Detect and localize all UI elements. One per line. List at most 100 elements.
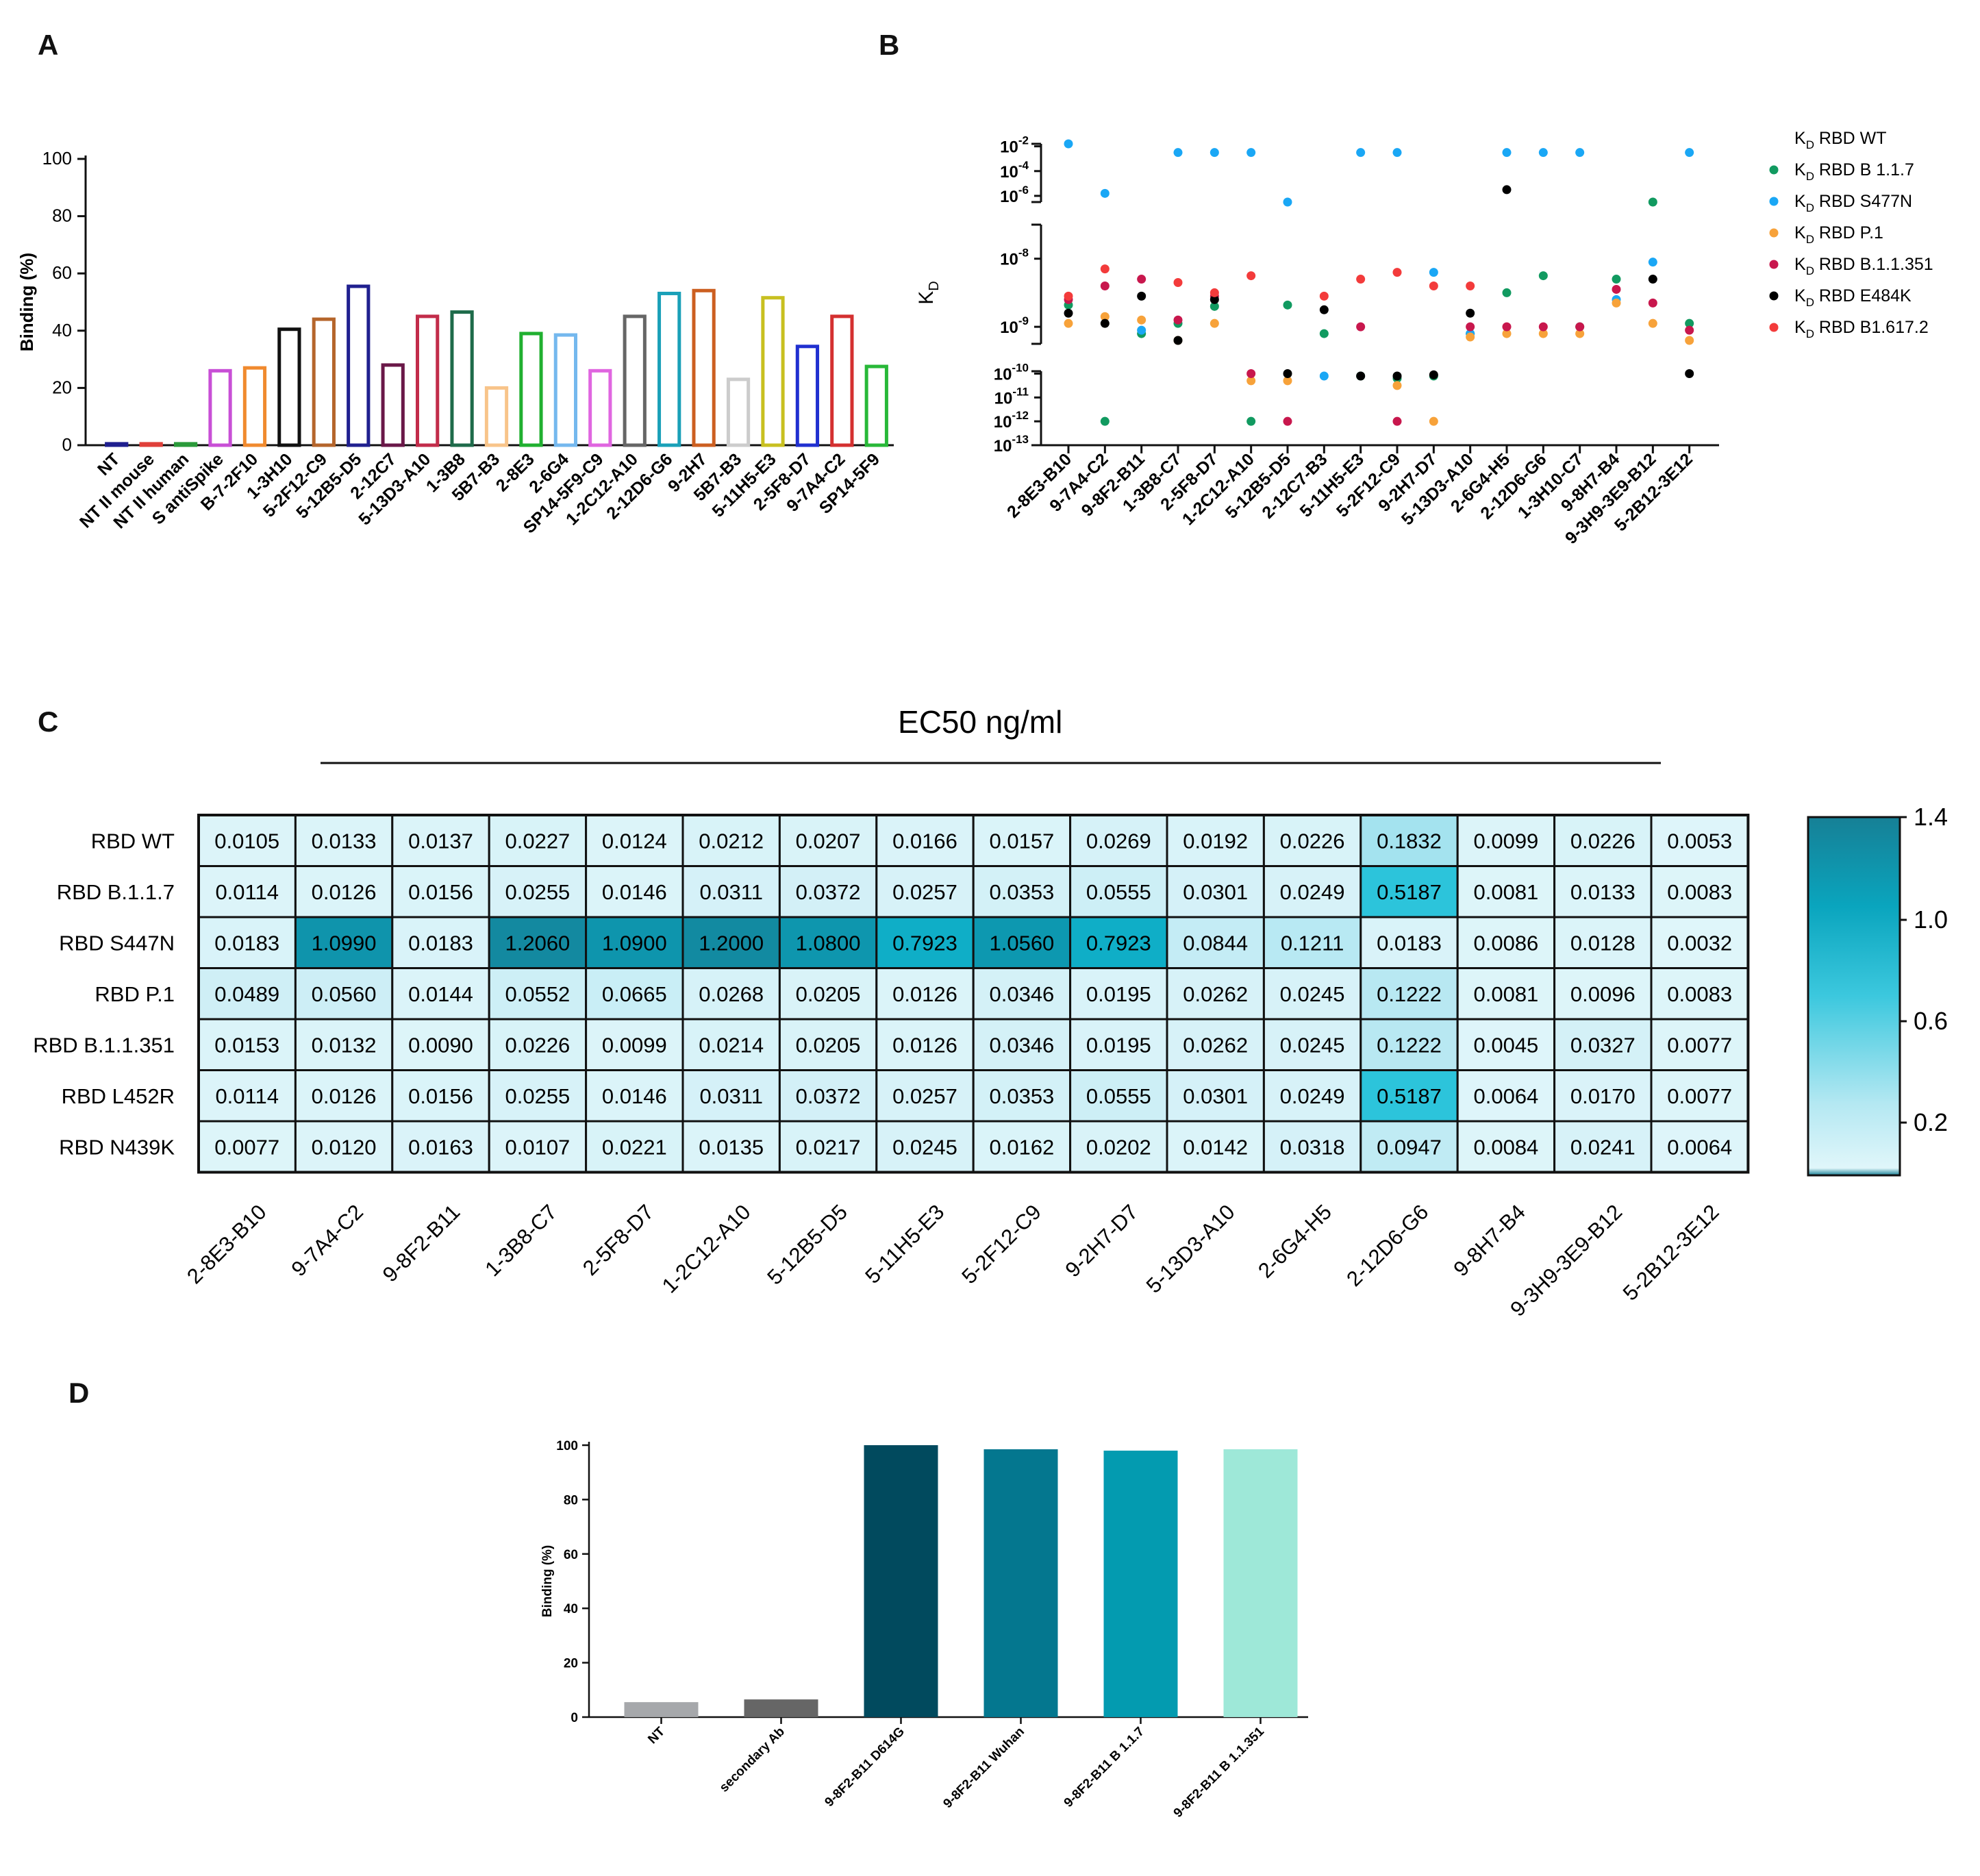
heatmap-value: 0.7923: [1086, 931, 1151, 955]
heatmap-value: 0.0555: [1086, 880, 1151, 904]
bar-1-3h10: [277, 327, 301, 447]
heatmap-value: 0.0255: [505, 1084, 570, 1108]
point-rbd-b-1-1-351-5-2b12-3e12: [1685, 325, 1694, 335]
y-tick-label: 10-12: [994, 409, 1029, 432]
x-tick-label: 9-8F2-B11 B 1.1.7: [1062, 1725, 1147, 1810]
column-label: 1-3B8-C7: [480, 1200, 562, 1281]
heatmap-value: 0.0202: [1086, 1135, 1151, 1159]
legend-marker-rbd-p-1: [1769, 228, 1779, 238]
heatmap-cell: [1262, 1120, 1362, 1173]
heatmap-cell: [197, 967, 297, 1021]
colorbar-tick-label: 0.2: [1914, 1108, 1948, 1136]
point-rbd-s477n-1-3h10-c7: [1575, 148, 1585, 158]
heatmap-cell: [778, 1120, 878, 1173]
bar-secondary-ab: [744, 1699, 818, 1717]
point-rbd-p-1-5-2b12-3e12: [1685, 336, 1694, 345]
column-label: 2-12D6-G6: [1342, 1200, 1433, 1291]
point-rbd-s477n-2-12d6-g6: [1538, 148, 1548, 158]
point-rbd-e484k-2-8e3-b10: [1064, 308, 1073, 318]
y-tick-label: 100: [556, 1439, 578, 1453]
heatmap-cell: [681, 967, 781, 1021]
y-tick-label: 40: [564, 1602, 578, 1616]
bar-9-8f2-b11-wuhan: [983, 1449, 1058, 1717]
heatmap-value: 0.0166: [892, 829, 957, 853]
bar-5-2f12-c9: [312, 317, 336, 447]
heatmap-value: 0.0086: [1473, 931, 1538, 955]
point-rbd-b-1-1-7-9-8h7-b4: [1612, 275, 1621, 284]
bar-1-2c12-a10: [623, 314, 647, 447]
point-rbd-b-1-1-7-9-7a4-c2: [1100, 416, 1110, 426]
heatmap-cell: [1262, 1018, 1362, 1071]
heatmap-value: 0.0372: [796, 1084, 861, 1108]
heatmap-value: 0.0135: [699, 1135, 764, 1159]
heatmap-value: 0.0947: [1377, 1135, 1442, 1159]
heatmap-title: EC50 ng/ml: [898, 704, 1062, 740]
heatmap-value: 0.5187: [1377, 880, 1442, 904]
y-axis-label: Binding (%): [540, 1545, 555, 1618]
heatmap-value: 0.0245: [1280, 1033, 1345, 1057]
heatmap-value: 0.0156: [408, 880, 473, 904]
point-rbd-b-1-1-351-5-13d3-a10: [1466, 322, 1475, 332]
bar-2-6g4: [553, 333, 577, 447]
heatmap-value: 0.7923: [892, 931, 957, 955]
heatmap-value: 0.0311: [699, 880, 763, 904]
heatmap-cell: [197, 1069, 297, 1123]
point-rbd-b1-617-2-5-11h5-e3: [1356, 275, 1366, 284]
point-rbd-b-1-1-351-9-8f2-b11: [1137, 275, 1146, 284]
heatmap-value: 0.0077: [1667, 1033, 1732, 1057]
colorbar-tick-label: 0.6: [1914, 1007, 1948, 1035]
heatmap-value: 0.0032: [1667, 931, 1732, 955]
y-tick-label: 10-13: [994, 433, 1029, 455]
heatmap-cell: [1553, 916, 1653, 969]
point-rbd-b-1-1-351-5-12b5-d5: [1283, 416, 1292, 426]
heatmap-value: 0.0217: [796, 1135, 861, 1159]
point-rbd-b-1-1-7-5-2b12-3e12: [1685, 318, 1694, 328]
heatmap-value: 0.0353: [989, 880, 1054, 904]
heatmap-value: 0.0227: [505, 829, 570, 853]
point-rbd-e484k-5-2f12-c9: [1392, 371, 1402, 381]
panel-label-b: B: [879, 29, 900, 61]
heatmap-cell: [488, 865, 588, 918]
point-rbd-b-1-1-7-2-6g4-h5: [1502, 288, 1512, 297]
heatmap-value: 0.0207: [796, 829, 861, 853]
heatmap-cell: [681, 1069, 781, 1123]
column-label: 5-2F12-C9: [957, 1200, 1046, 1289]
heatmap-value: 0.0083: [1667, 982, 1732, 1006]
point-rbd-b-1-1-7-2-12c7-b3: [1319, 329, 1329, 338]
legend-marker-rbd-b-1-1-351: [1769, 260, 1779, 269]
point-rbd-b-1-1-351-1-2c12-a10: [1246, 368, 1256, 378]
heatmap-value: 0.0205: [796, 982, 861, 1006]
colorbar-tick-label: 1.4: [1914, 803, 1948, 831]
heatmap-value: 0.0081: [1473, 982, 1538, 1006]
heatmap-value: 0.1211: [1281, 931, 1344, 955]
heatmap-value: 0.0157: [989, 829, 1054, 853]
heatmap-value: 0.0124: [602, 829, 667, 853]
legend-marker-rbd-b1-617-2: [1769, 323, 1779, 332]
column-label: 5-13D3-A10: [1142, 1200, 1240, 1298]
y-tick-label: 60: [52, 262, 72, 283]
heatmap-value: 0.0372: [796, 880, 861, 904]
point-rbd-p-1-9-2h7-d7: [1429, 416, 1438, 426]
heatmap-value: 0.1222: [1377, 1033, 1442, 1057]
panel-label-d: D: [68, 1377, 90, 1409]
point-rbd-p-1-1-2c12-a10: [1246, 376, 1256, 386]
row-label: RBD B.1.1.351: [33, 1033, 175, 1057]
bar-5-13d3-a10: [416, 314, 440, 447]
point-rbd-p-1-9-8f2-b11: [1137, 315, 1146, 325]
heatmap-cell: [488, 1120, 588, 1173]
y-tick-label: 40: [52, 320, 72, 340]
column-label: 2-5F8-D7: [578, 1200, 658, 1280]
heatmap-value: 0.0346: [989, 982, 1054, 1006]
heatmap-cell: [1650, 814, 1749, 867]
point-rbd-e484k-2-5f8-d7: [1210, 295, 1219, 304]
heatmap-cell: [778, 916, 878, 969]
row-label: RBD S447N: [59, 931, 175, 955]
heatmap-value: 0.1832: [1377, 829, 1442, 853]
heatmap-value: 0.0245: [892, 1135, 957, 1159]
heatmap-cell: [585, 814, 684, 867]
legend-entry-rbd-b1-617-2: KD RBD B1.617.2: [1794, 318, 1929, 340]
point-rbd-s477n-1-2c12-a10: [1246, 148, 1256, 158]
point-rbd-e484k-2-12c7-b3: [1319, 305, 1329, 314]
heatmap-value: 0.0665: [602, 982, 667, 1006]
point-rbd-e484k-5-2b12-3e12: [1685, 368, 1694, 378]
